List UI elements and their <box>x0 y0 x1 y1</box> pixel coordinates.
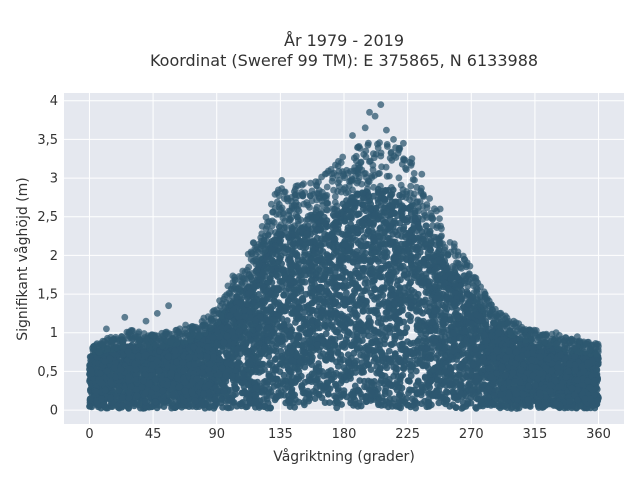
data-point <box>374 340 381 348</box>
data-point <box>356 377 364 384</box>
data-point <box>413 322 421 330</box>
data-point <box>418 228 426 236</box>
data-point <box>279 341 286 348</box>
data-point <box>417 329 425 337</box>
data-point <box>224 397 232 405</box>
data-point <box>300 399 308 406</box>
data-point <box>378 351 386 358</box>
data-point <box>355 274 363 281</box>
data-point <box>420 317 427 325</box>
data-point <box>385 347 393 355</box>
data-point <box>414 259 422 266</box>
data-point <box>433 376 441 384</box>
data-point <box>357 351 364 359</box>
data-point <box>419 309 427 317</box>
data-point <box>269 257 277 265</box>
data-point <box>347 235 354 243</box>
data-point <box>435 399 443 407</box>
data-point <box>341 231 349 239</box>
data-point <box>479 381 486 388</box>
data-point <box>398 255 405 263</box>
data-point <box>277 360 285 368</box>
data-point <box>308 361 316 368</box>
data-point <box>324 390 332 398</box>
data-point <box>399 393 406 400</box>
data-point <box>319 350 327 357</box>
data-point <box>414 316 422 324</box>
data-point <box>327 292 335 300</box>
data-point <box>272 394 280 402</box>
chart-title-line-1: År 1979 - 2019 <box>284 31 404 50</box>
data-point <box>393 386 401 394</box>
data-point <box>311 296 319 304</box>
data-point <box>329 211 337 219</box>
data-point <box>359 205 367 213</box>
data-point <box>311 395 319 402</box>
data-point <box>425 299 433 307</box>
data-point <box>395 287 403 295</box>
data-point <box>386 356 394 364</box>
data-point <box>406 317 414 325</box>
data-point <box>263 380 271 388</box>
data-point <box>274 375 281 383</box>
data-point <box>316 252 324 260</box>
data-point <box>331 269 339 276</box>
data-point <box>361 383 368 391</box>
data-point <box>375 294 382 301</box>
data-point <box>121 383 129 391</box>
chart-title-line-2: Koordinat (Sweref 99 TM): E 375865, N 61… <box>150 51 538 70</box>
data-point <box>462 402 470 410</box>
data-point <box>355 210 363 218</box>
data-points <box>86 101 602 412</box>
data-point <box>365 198 372 205</box>
data-point <box>347 220 354 228</box>
data-point <box>428 377 435 385</box>
data-point <box>377 377 385 384</box>
data-point <box>292 319 299 326</box>
data-point <box>446 316 454 324</box>
data-point <box>274 353 282 360</box>
data-point <box>230 318 237 326</box>
